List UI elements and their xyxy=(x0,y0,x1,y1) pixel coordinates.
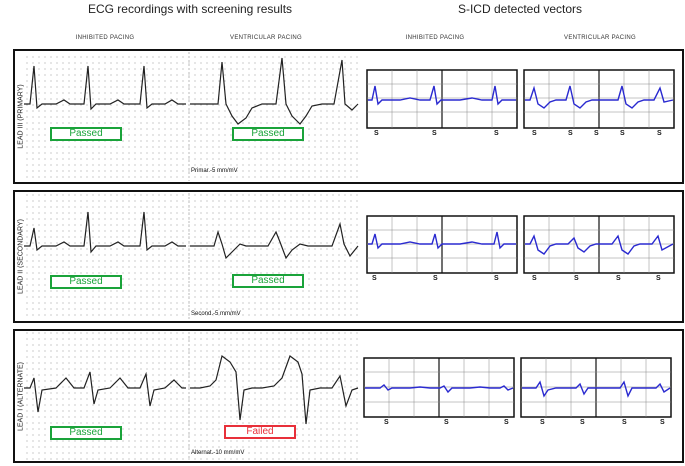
s-marker: S xyxy=(580,419,585,426)
vector-trace-lead-iii-ventricular xyxy=(525,85,674,109)
ecg-trace-lead-ii-ventricular xyxy=(190,221,359,260)
s-marker: S xyxy=(620,130,625,137)
col-label-inhibited-vector: INHIBITED PACING xyxy=(405,35,465,41)
ecg-trace-lead-i-ventricular xyxy=(190,354,359,425)
s-marker: S xyxy=(432,130,437,137)
s-marker: S xyxy=(532,275,537,282)
s-marker: S xyxy=(616,275,621,282)
s-marker: S xyxy=(384,419,389,426)
vector-trace-lead-i-inhibited xyxy=(365,384,514,394)
result-badge-lead-ii-ventricular: Passed xyxy=(232,274,304,288)
s-marker: S xyxy=(660,419,665,426)
vector-trace-lead-iii-inhibited xyxy=(368,85,516,106)
s-marker: S xyxy=(656,275,661,282)
ecg-trace-lead-i-inhibited xyxy=(24,371,186,413)
scale-label-lead-i: Alternat.-10 mm/mV xyxy=(191,450,245,456)
s-marker: S xyxy=(532,130,537,137)
vector-trace-lead-i-ventricular xyxy=(522,380,671,398)
s-marker: S xyxy=(568,130,573,137)
s-marker: S xyxy=(444,419,449,426)
s-marker: S xyxy=(622,419,627,426)
col-label-ventricular-vector: VENTRICULAR PACING xyxy=(564,35,636,41)
col-label-ventricular-ecg: VENTRICULAR PACING xyxy=(230,35,302,41)
s-marker: S xyxy=(372,275,377,282)
s-marker: S xyxy=(494,130,499,137)
ecg-trace-lead-iii-inhibited xyxy=(24,65,186,111)
s-marker: S xyxy=(504,419,509,426)
ecg-trace-lead-iii-ventricular xyxy=(190,57,359,125)
s-marker: S xyxy=(540,419,545,426)
ecg-trace-lead-ii-inhibited xyxy=(24,211,186,254)
result-badge-lead-iii-inhibited: Passed xyxy=(50,127,122,141)
vector-box-lead-iii-ventricular xyxy=(523,69,675,129)
s-marker: S xyxy=(574,275,579,282)
s-marker: S xyxy=(494,275,499,282)
s-marker: S xyxy=(433,275,438,282)
scale-label-lead-ii: Second.-5 mm/mV xyxy=(191,311,241,317)
result-badge-lead-iii-ventricular: Passed xyxy=(232,127,304,141)
result-badge-lead-i-ventricular: Failed xyxy=(224,425,296,439)
ecg-recordings-header: ECG recordings with screening results xyxy=(87,2,293,16)
result-badge-lead-i-inhibited: Passed xyxy=(50,426,122,440)
vector-trace-lead-ii-ventricular xyxy=(525,234,674,255)
s-marker: S xyxy=(374,130,379,137)
col-label-inhibited-ecg: INHIBITED PACING xyxy=(75,35,135,41)
result-badge-lead-ii-inhibited: Passed xyxy=(50,275,122,289)
sicd-vectors-header: S-ICD detected vectors xyxy=(457,2,583,16)
s-marker: S xyxy=(594,130,599,137)
scale-label-lead-iii: Primar.-5 mm/mV xyxy=(191,168,238,174)
s-marker: S xyxy=(657,130,662,137)
vector-trace-lead-ii-inhibited xyxy=(368,231,516,250)
vector-box-lead-iii-inhibited xyxy=(366,69,518,129)
